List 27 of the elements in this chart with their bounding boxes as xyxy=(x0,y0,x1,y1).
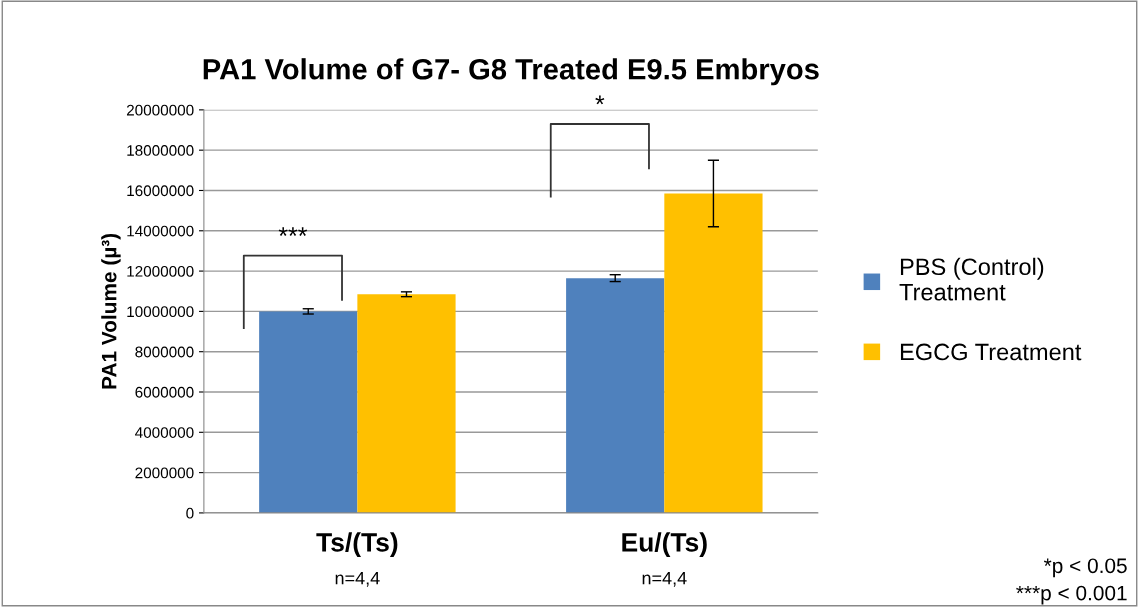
x-tick-label: Eu/(Ts) xyxy=(622,532,707,557)
y-tick-label: 16000000 xyxy=(127,185,194,197)
bar xyxy=(566,278,665,513)
y-axis-title: PA1 Volume (µ³) xyxy=(101,233,121,389)
text: n=4,4 xyxy=(642,571,687,587)
text: * xyxy=(595,95,605,105)
y-tick-label: 4000000 xyxy=(135,427,194,438)
y-tick-label: 18000000 xyxy=(127,145,194,156)
y-tick-label: 2000000 xyxy=(135,467,194,479)
x-tick-label: Ts/(Ts) xyxy=(316,532,398,557)
bar xyxy=(357,294,456,513)
text: n=4,4 xyxy=(335,571,380,587)
y-tick-label: 20000000 xyxy=(126,104,194,116)
y-tick-label: 8000000 xyxy=(135,346,194,358)
legend-label: PBS (Control) Treatment xyxy=(899,257,1044,301)
annotation: *** xyxy=(278,227,308,236)
bar xyxy=(259,311,358,513)
text: *p < 0.05 xyxy=(1043,558,1127,578)
legend-label: EGCG Treatment xyxy=(900,343,1082,361)
y-tick-label: 6000000 xyxy=(135,386,194,398)
bar xyxy=(664,193,763,513)
y-tick-label: 10000000 xyxy=(127,306,194,318)
y-tick-label: 0 xyxy=(186,507,194,519)
y-tick-label: 14000000 xyxy=(127,225,194,237)
text: ***p < 0.001 xyxy=(1016,585,1127,605)
y-tick-label: 12000000 xyxy=(127,265,194,277)
chart-title: PA1 Volume of G7- G8 Treated E9.5 Embryos xyxy=(203,58,819,86)
